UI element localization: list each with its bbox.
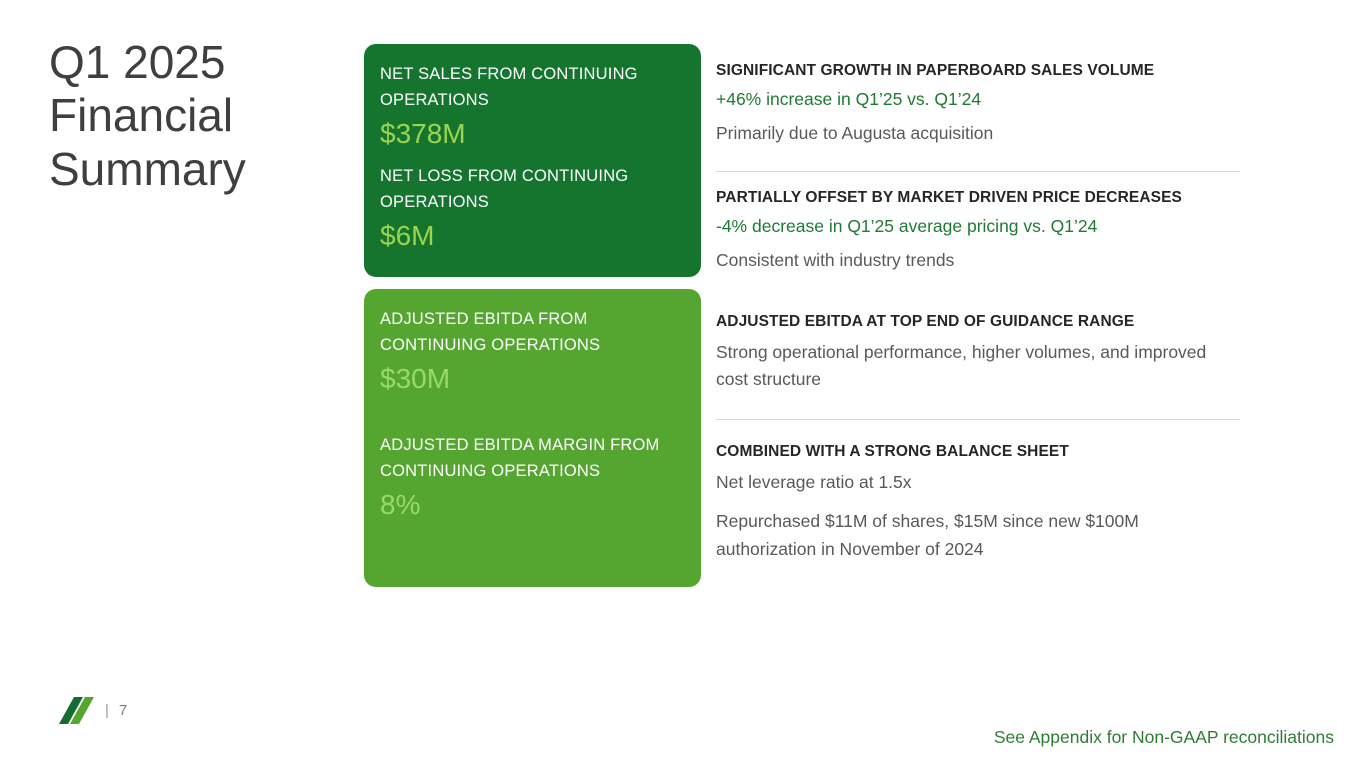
metric-value: $6M: [380, 220, 435, 252]
page-number: 7: [118, 702, 128, 719]
commentary-group-sales: SIGNIFICANT GROWTH IN PAPERBOARD SALES V…: [716, 62, 1240, 274]
section-heading: ADJUSTED EBITDA AT TOP END OF GUIDANCE R…: [716, 313, 1135, 330]
metric-value: $378M: [380, 118, 466, 150]
section-body: Primarily due to Augusta acquisition: [716, 122, 994, 143]
metric-card-ebitda: ADJUSTED EBITDA FROM CONTINUING OPERATIO…: [364, 289, 701, 587]
section-divider: [716, 170, 1240, 172]
footer: | 7: [57, 696, 127, 725]
metric-card-net-sales: NET SALES FROM CONTINUING OPERATIONS $37…: [364, 44, 701, 277]
page-title: Q1 2025 Financial Summary: [49, 36, 246, 196]
section-body: Net leverage ratio at 1.5x: [716, 472, 912, 493]
section-highlight: -4% decrease in Q1’25 average pricing vs…: [716, 215, 1098, 236]
page-title-line: Summary: [49, 142, 246, 195]
page-title-line: Q1 2025: [49, 36, 226, 88]
commentary-group-ebitda: ADJUSTED EBITDA AT TOP END OF GUIDANCE R…: [716, 313, 1240, 563]
section-body: Consistent with industry trends: [716, 249, 955, 270]
section-heading: PARTIALLY OFFSET BY MARKET DRIVEN PRICE …: [716, 188, 1182, 206]
section-heading: SIGNIFICANT GROWTH IN PAPERBOARD SALES V…: [716, 62, 1155, 79]
page-title-line: Financial: [49, 89, 234, 142]
metric-value: 8%: [380, 489, 421, 521]
company-logo-icon: [57, 696, 95, 725]
section-body: Strong operational performance, higher v…: [716, 342, 1207, 390]
metric-label: ADJUSTED EBITDA FROM CONTINUING OPERATIO…: [380, 310, 601, 354]
appendix-note: See Appendix for Non-GAAP reconciliation…: [993, 727, 1334, 747]
section-heading: COMBINED WITH A STRONG BALANCE SHEET: [716, 443, 1069, 461]
metric-label: NET SALES FROM CONTINUING OPERATIONS: [380, 65, 638, 109]
section-divider: [716, 419, 1240, 421]
metric-value: $30M: [380, 363, 451, 395]
section-highlight: +46% increase in Q1’25 vs. Q1’24: [716, 89, 982, 109]
page-number-separator: |: [105, 702, 109, 719]
metric-label: ADJUSTED EBITDA MARGIN FROM CONTINUING O…: [380, 436, 660, 480]
metric-label: NET LOSS FROM CONTINUING OPERATIONS: [380, 167, 629, 211]
section-body: Repurchased $11M of shares, $15M since n…: [716, 511, 1139, 559]
